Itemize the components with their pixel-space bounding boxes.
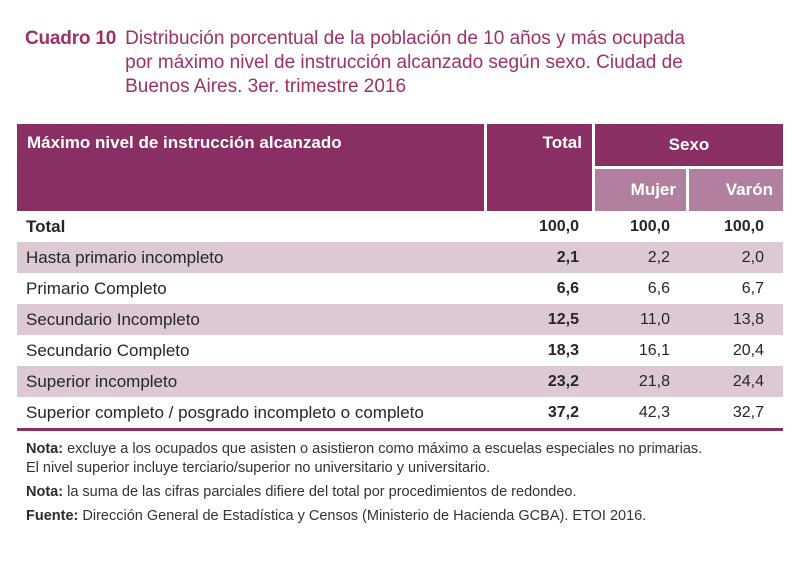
value-varon: 13,8 [732,310,764,328]
title-line-1: Distribución porcentual de la población … [125,28,685,49]
note-2: Nota: la suma de las cifras parciales di… [26,483,784,502]
table-row: Superior completo / posgrado incompleto … [17,397,783,428]
value-total: 100,0 [538,217,579,235]
value-varon: 2,0 [741,248,764,266]
value-varon: 100,0 [723,217,764,235]
value-varon: 24,4 [732,372,764,390]
value-varon: 6,7 [741,279,764,297]
row-label: Secundario Completo [26,340,190,360]
value-mujer: 16,1 [638,341,670,359]
table-row: Primario Completo 6,6 6,6 6,7 [17,273,783,304]
note-1: Nota: excluye a los ocupados que asisten… [26,440,784,478]
value-mujer: 100,0 [629,217,670,235]
row-label: Secundario Incompleto [26,309,200,329]
row-label: Primario Completo [26,278,167,298]
source-text: Dirección General de Estadística y Censo… [78,508,647,524]
row-label: Total [26,216,66,236]
row-label: Superior incompleto [26,371,178,391]
note-1-prefix: Nota: [26,441,64,457]
column-header-varon: Varón [689,169,783,211]
table-row: Hasta primario incompleto 2,1 2,2 2,0 [17,242,783,273]
note-2-text: la suma de las cifras parciales difiere … [63,484,577,500]
table-row: Secundario Incompleto 12,5 11,0 13,8 [17,304,783,335]
value-total: 18,3 [547,341,579,359]
value-varon: 32,7 [732,403,764,421]
table-row: Superior incompleto 23,2 21,8 24,4 [17,366,783,397]
value-total: 23,2 [547,372,579,390]
table-body: Total 100,0 100,0 100,0 Hasta primario i… [17,211,783,431]
value-total: 6,6 [556,279,579,297]
note-1-line-2: El nivel superior incluye terciario/supe… [26,460,491,476]
value-mujer: 6,6 [647,279,670,297]
table-row: Secundario Completo 18,3 16,1 20,4 [17,335,783,366]
source-note: Fuente: Dirección General de Estadística… [26,507,784,526]
title-line-3: Buenos Aires. 3er. trimestre 2016 [125,76,407,97]
row-label: Hasta primario incompleto [26,247,224,267]
value-total: 37,2 [547,403,579,421]
column-header-mujer: Mujer [595,169,686,211]
value-total: 2,1 [556,248,579,266]
table-title: Cuadro 10 Distribución porcentual de la … [25,27,785,99]
row-label: Superior completo / posgrado incompleto … [26,402,424,422]
note-2-prefix: Nota: [26,484,64,500]
column-header-total: Total [487,124,592,211]
table-notes: Nota: excluye a los ocupados que asisten… [26,440,784,531]
column-header-nivel: Máximo nivel de instrucción alcanzado [17,124,484,211]
value-mujer: 2,2 [647,248,670,266]
source-prefix: Fuente: [26,508,79,524]
value-mujer: 42,3 [638,403,670,421]
value-mujer: 11,0 [640,310,670,328]
column-group-header-sexo: Sexo [595,124,783,166]
note-1-line-1: excluye a los ocupados que asisten o asi… [63,441,703,457]
value-total: 12,5 [547,310,579,328]
title-line-2: por máximo nivel de instrucción alcanzad… [125,52,683,73]
table-row-total: Total 100,0 100,0 100,0 [17,211,783,242]
value-mujer: 21,8 [638,372,670,390]
value-varon: 20,4 [732,341,764,359]
title-text: Distribución porcentual de la población … [125,27,685,99]
cuadro-number-label: Cuadro 10 [25,28,117,49]
table-header: Máximo nivel de instrucción alcanzado To… [17,124,783,211]
